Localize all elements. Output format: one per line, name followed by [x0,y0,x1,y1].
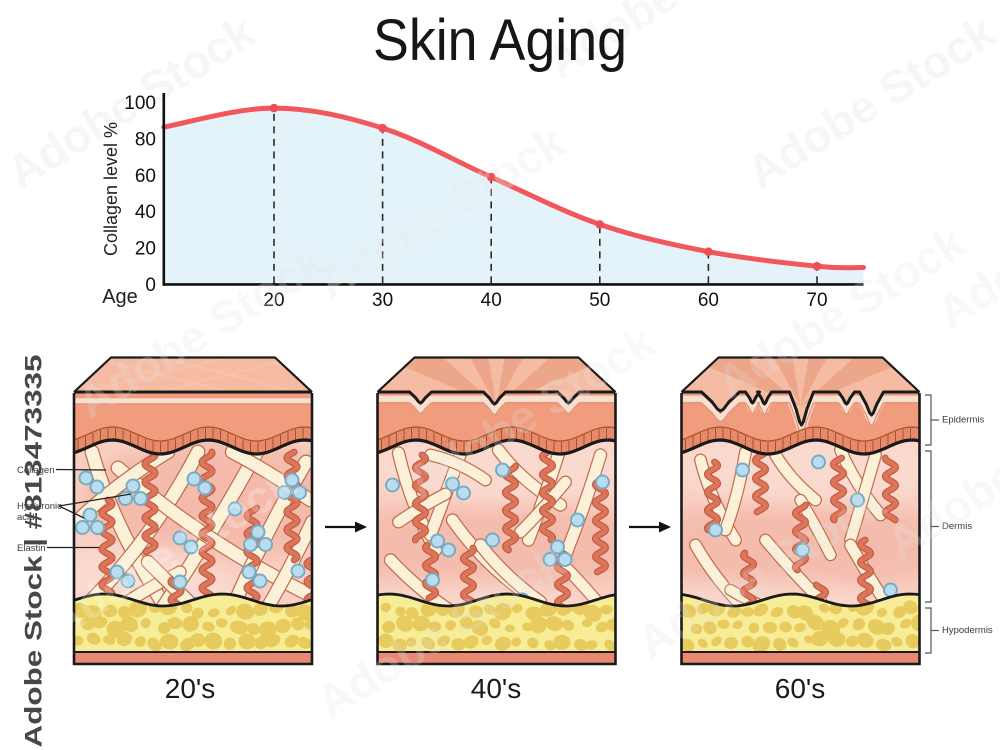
svg-text:20: 20 [263,290,284,311]
svg-text:acid: acid [17,512,34,523]
svg-text:Elastin: Elastin [17,543,46,554]
svg-text:60: 60 [698,290,719,311]
svg-text:60: 60 [135,166,156,187]
svg-text:40: 40 [135,202,156,223]
svg-text:Collagen level %: Collagen level % [101,122,121,256]
svg-text:Hypodermis: Hypodermis [942,625,993,636]
svg-text:0: 0 [145,275,156,296]
svg-text:20: 20 [135,239,156,260]
svg-text:40: 40 [481,290,502,311]
svg-text:Dermis: Dermis [942,521,972,532]
svg-text:70: 70 [806,290,827,311]
svg-text:Collagen: Collagen [17,465,55,476]
svg-text:100: 100 [124,93,156,114]
svg-text:40's: 40's [471,673,522,704]
svg-text:20's: 20's [165,673,216,704]
svg-text:80: 80 [135,130,156,151]
svg-text:Skin Aging: Skin Aging [373,8,627,73]
svg-text:30: 30 [372,290,393,311]
svg-text:Adobe Stock | #813473335: Adobe Stock | #813473335 [21,355,48,748]
svg-text:50: 50 [589,290,610,311]
svg-text:60's: 60's [775,673,826,704]
svg-text:Age: Age [102,286,138,308]
svg-text:Epidermis: Epidermis [942,415,984,426]
svg-text:Hyaluronic: Hyaluronic [17,501,62,512]
